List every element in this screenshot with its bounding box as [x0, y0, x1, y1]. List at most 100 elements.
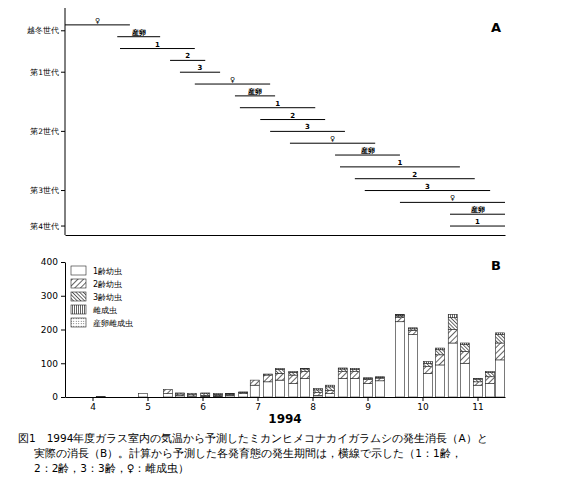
bar-segment	[289, 372, 298, 375]
y-tick	[61, 190, 65, 191]
bar-segment	[139, 393, 148, 394]
period-label: 3	[305, 123, 310, 131]
bar-segment	[250, 380, 259, 385]
bar-segment	[201, 394, 210, 396]
bar-segment	[201, 392, 210, 393]
bar-segment	[326, 385, 335, 386]
bar-segment	[496, 360, 505, 397]
bar-segment	[300, 368, 309, 370]
bar-segment	[409, 327, 418, 328]
bar-segment	[276, 369, 285, 373]
bar-segment	[250, 380, 259, 381]
bar-segment	[201, 392, 210, 394]
bar-segment	[250, 380, 259, 381]
y-tick-label: 300	[41, 291, 58, 301]
y-tick-label: 0	[52, 392, 58, 402]
y-tick-label: 第2世代	[30, 127, 59, 136]
y-tick-label: 第4世代	[30, 222, 59, 231]
bar-segment	[96, 396, 105, 397]
y-tick-label: 100	[41, 359, 58, 369]
bar-segment	[424, 367, 433, 374]
bar-segment	[175, 392, 184, 393]
y-tick	[61, 30, 65, 31]
bar-segment	[96, 396, 105, 397]
bar-segment	[364, 384, 373, 398]
bar-segment	[460, 351, 469, 363]
x-tick: 9	[365, 397, 371, 412]
bar-segment	[436, 350, 445, 355]
bar-segment	[350, 368, 359, 369]
period-label: 3	[425, 183, 430, 191]
bar-segment	[395, 314, 404, 316]
x-tick: 7	[255, 397, 261, 412]
y-tick: 300	[41, 291, 65, 301]
bar-segment	[226, 393, 235, 395]
x-axis-line	[66, 397, 506, 398]
bar-segment	[314, 390, 323, 393]
y-tick-label: 200	[41, 325, 58, 335]
bar-segment	[460, 345, 469, 352]
y-tick: 200	[41, 325, 65, 335]
panel-title: A	[491, 20, 501, 35]
legend-swatch	[71, 266, 86, 275]
x-axis: 4567891011	[66, 397, 506, 412]
bar-segment	[436, 348, 445, 350]
legend-swatch	[71, 292, 86, 301]
y-axis-line	[65, 8, 66, 235]
bar-segment	[96, 396, 105, 397]
period-label: 1	[475, 218, 480, 226]
x-tick: 5	[145, 397, 151, 412]
y-tick-label: 第1世代	[30, 68, 59, 77]
bar-segment	[263, 374, 272, 375]
legend-label: 1齢幼虫	[93, 267, 122, 276]
bar-segment	[448, 314, 457, 317]
bar-segment	[486, 371, 495, 372]
x-tick-mark	[478, 397, 479, 401]
period-label: 2	[412, 171, 417, 179]
legend-label: 3齢幼虫	[93, 293, 122, 302]
bar-segment	[496, 333, 505, 335]
y-tick-mark	[61, 262, 65, 263]
bar-segment	[474, 382, 483, 385]
bar-segment	[486, 384, 495, 398]
bar-segment	[436, 348, 445, 349]
plot-area	[65, 25, 505, 226]
period-label: 産卵	[360, 146, 375, 155]
bar-segment	[409, 328, 418, 329]
bar-segment	[376, 378, 385, 381]
bar-segment	[139, 394, 148, 397]
bar-segment	[376, 377, 385, 379]
bar-segment	[496, 335, 505, 343]
y-tick-mark	[61, 363, 65, 364]
caption-line: 図1 1994年度ガラス室内の気温から予測したミカンヒメコナカイガラムシの発生消…	[18, 432, 488, 444]
bar-segment	[226, 393, 235, 394]
bar-segment	[289, 371, 298, 373]
bar-segment	[395, 315, 404, 316]
bar-segment	[239, 394, 248, 397]
y-tick	[61, 72, 65, 73]
x-tick-label: 11	[472, 402, 483, 412]
bar-segment	[364, 377, 373, 379]
y-tick-label: 第3世代	[30, 186, 59, 195]
bar-segment	[436, 355, 445, 365]
bar-segment	[364, 377, 373, 378]
bar-segment	[163, 389, 172, 390]
bar-segment	[376, 381, 385, 397]
bar-segment	[263, 375, 272, 382]
period-label: 1	[275, 100, 280, 108]
bar-segment	[226, 393, 235, 394]
bar-segment	[409, 331, 418, 335]
y-tick: 0	[52, 392, 65, 402]
period-label: 2	[290, 112, 295, 120]
bar-segment	[226, 395, 235, 397]
bar-segment	[338, 372, 347, 379]
x-tick-mark	[423, 397, 424, 401]
y-tick-label: 400	[41, 257, 58, 267]
bar-segment	[424, 362, 433, 364]
period-label: 1	[155, 41, 160, 49]
bar-segment	[409, 335, 418, 397]
bar-segment	[424, 373, 433, 397]
period-label: ♀	[450, 194, 455, 202]
bar-segment	[448, 330, 457, 344]
bar-segment	[474, 378, 483, 379]
